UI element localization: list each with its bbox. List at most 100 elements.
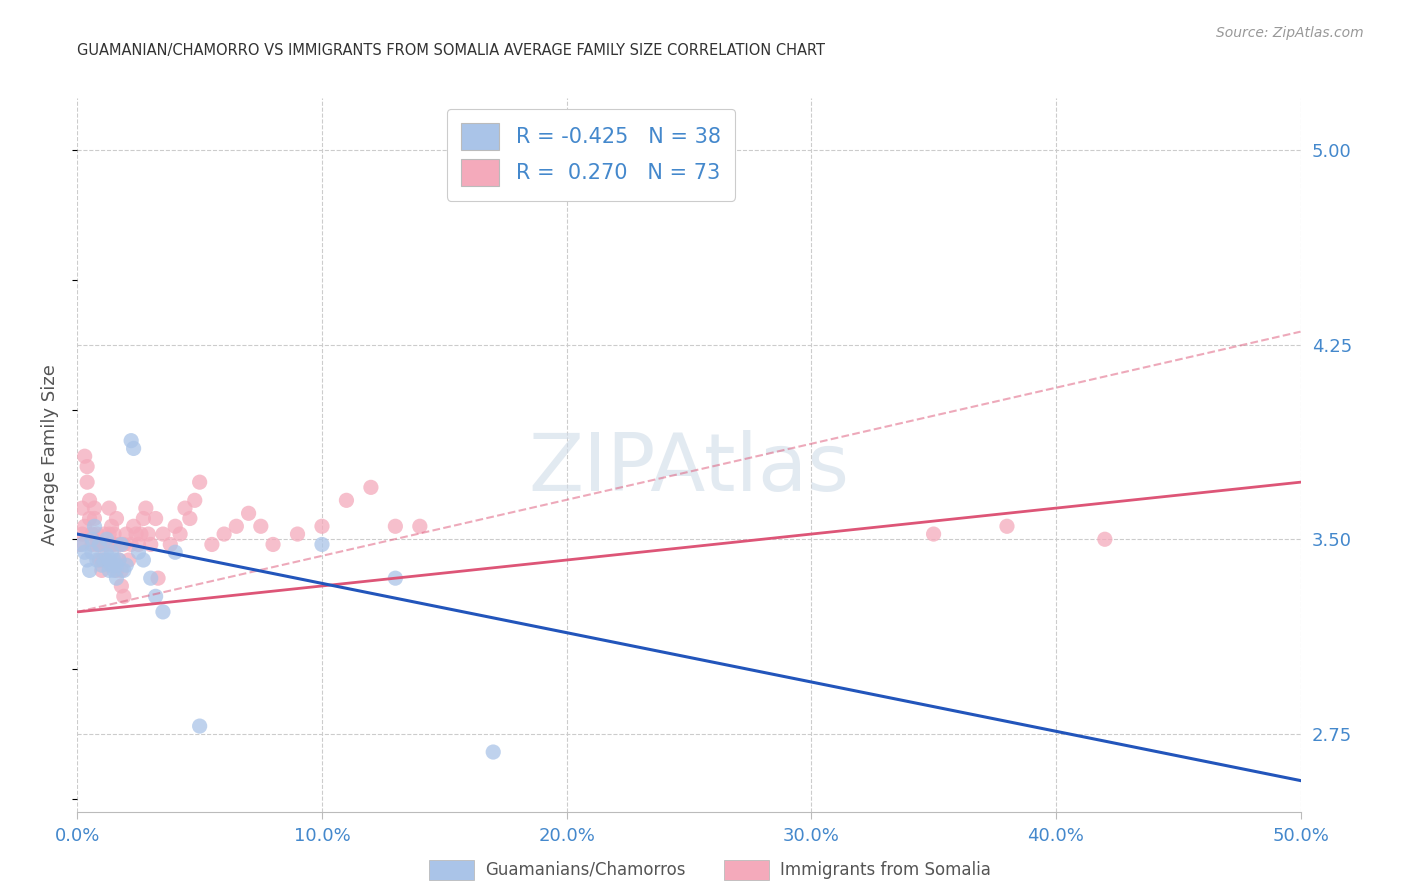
Point (311, 537, 333, 551)
Point (112, 590, 135, 604)
Point (112, 537, 135, 551)
Point (69, 537, 91, 551)
Point (238, 506, 260, 520)
Point (103, 553, 125, 567)
Point (159, 537, 181, 551)
Point (250, 519, 273, 533)
Point (76, 553, 98, 567)
Point (482, 745, 505, 759)
Point (70, 501, 93, 516)
Point (145, 511, 167, 525)
Point (122, 519, 145, 533)
Point (132, 553, 155, 567)
Point (76, 459, 98, 474)
Point (100, 558, 122, 573)
Point (139, 537, 162, 551)
Point (409, 519, 432, 533)
Point (110, 563, 132, 577)
Point (110, 579, 132, 593)
Point (70, 527, 93, 541)
Point (96, 533, 118, 547)
Point (112, 563, 135, 577)
Point (165, 519, 187, 533)
Point (105, 571, 128, 585)
Point (335, 493, 357, 508)
Point (122, 442, 145, 456)
Point (136, 527, 159, 541)
Point (98, 527, 121, 541)
Point (80, 537, 103, 551)
Point (86, 537, 108, 551)
Point (108, 553, 131, 567)
Point (79, 511, 101, 525)
Point (79, 563, 101, 577)
Point (152, 605, 174, 619)
Point (100, 545, 122, 559)
Point (100, 519, 122, 533)
Point (80, 533, 103, 547)
Point (1216, 818, 1239, 832)
Point (108, 537, 131, 551)
Point (80, 527, 103, 541)
Point (105, 563, 128, 577)
Point (152, 527, 174, 541)
Point (105, 511, 128, 525)
Point (98, 501, 121, 516)
Point (1094, 533, 1116, 547)
Point (98, 563, 121, 577)
Text: Guamanians/Chamorros: Guamanians/Chamorros (485, 861, 686, 879)
Point (120, 434, 142, 448)
Text: Immigrants from Somalia: Immigrants from Somalia (780, 861, 991, 879)
Point (90, 553, 112, 567)
Point (93, 553, 115, 567)
Point (93, 537, 115, 551)
Point (118, 553, 141, 567)
Point (73, 545, 96, 559)
Point (145, 590, 167, 604)
Point (125, 527, 148, 541)
Point (108, 553, 131, 567)
Point (922, 527, 945, 541)
Point (128, 545, 150, 559)
Point (80, 545, 103, 559)
Point (179, 511, 201, 525)
Point (201, 537, 224, 551)
Point (384, 519, 406, 533)
Point (83, 519, 105, 533)
Y-axis label: Average Family Size: Average Family Size (41, 365, 59, 545)
Point (86, 553, 108, 567)
Point (100, 537, 122, 551)
Point (120, 537, 142, 551)
Text: Source: ZipAtlas.com: Source: ZipAtlas.com (1216, 26, 1364, 40)
Point (98, 553, 121, 567)
Point (96, 553, 118, 567)
Point (73, 519, 96, 533)
Point (311, 519, 333, 533)
Point (73, 449, 96, 463)
Point (103, 527, 125, 541)
Point (128, 537, 150, 551)
Point (86, 527, 108, 541)
Point (70, 537, 93, 551)
Point (96, 537, 118, 551)
Point (105, 558, 128, 573)
Point (115, 527, 138, 541)
Point (165, 545, 187, 559)
Point (146, 571, 169, 585)
Point (90, 558, 112, 573)
Point (129, 527, 152, 541)
Point (169, 527, 191, 541)
Point (96, 548, 118, 562)
Point (83, 511, 105, 525)
Point (262, 537, 284, 551)
Point (89, 537, 111, 551)
Point (76, 475, 98, 490)
Point (103, 563, 125, 577)
Point (287, 527, 309, 541)
Point (995, 519, 1018, 533)
Point (110, 537, 132, 551)
Point (139, 571, 162, 585)
Point (115, 558, 138, 573)
Point (212, 527, 235, 541)
Point (184, 493, 207, 508)
